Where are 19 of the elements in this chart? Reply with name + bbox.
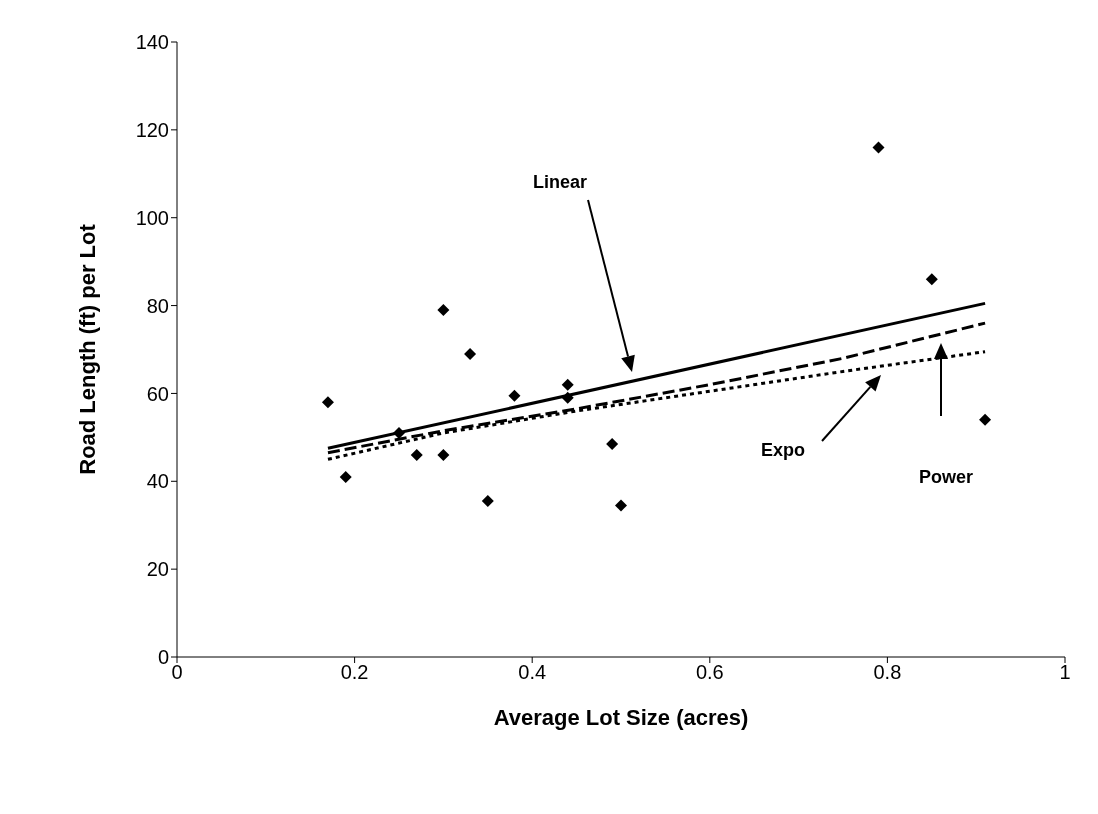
y-tick-label: 140 — [135, 31, 169, 54]
x-tick-label: 0 — [171, 661, 183, 684]
x-tick-label: 0.2 — [340, 661, 369, 684]
x-axis-title: Average Lot Size (acres) — [493, 705, 749, 730]
y-tick-label: 60 — [146, 382, 169, 405]
x-tick-label: 1 — [1059, 661, 1071, 684]
y-tick-label: 100 — [135, 206, 169, 229]
y-tick-label: 20 — [146, 558, 169, 581]
y-tick-label: 120 — [135, 118, 169, 141]
y-tick-label: 80 — [146, 294, 169, 317]
annotation: Expo — [760, 439, 806, 460]
x-tick-label: 0.8 — [873, 661, 902, 684]
annotation: Power — [918, 466, 974, 487]
x-tick-label: 0.6 — [695, 661, 724, 684]
x-tick-label: 0.4 — [518, 661, 547, 684]
y-tick-label: 40 — [146, 470, 169, 493]
y-axis-title: Road Length (ft) per Lot — [74, 223, 100, 475]
annotation: Linear — [532, 171, 588, 192]
y-tick-label: 0 — [157, 646, 169, 669]
